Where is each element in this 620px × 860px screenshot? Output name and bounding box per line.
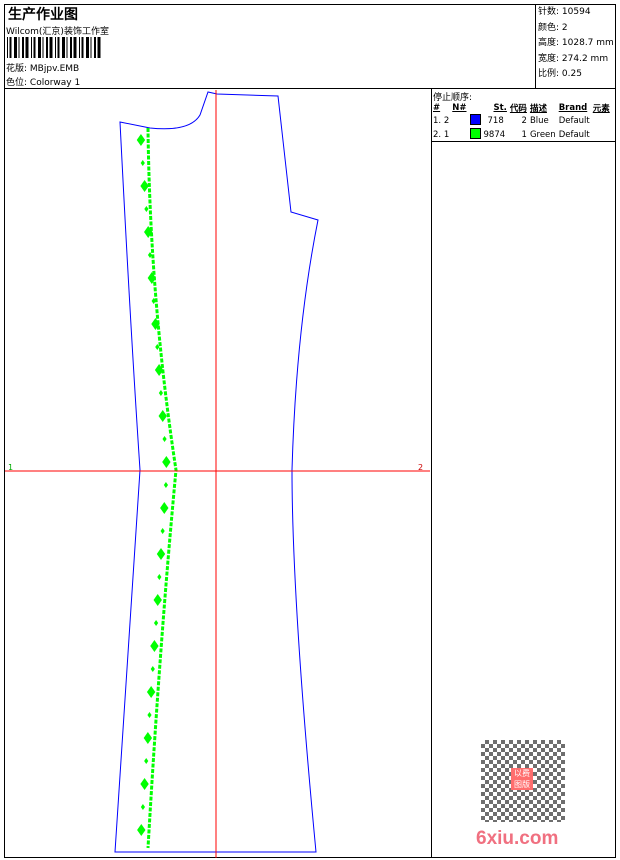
motif-mark: [151, 318, 160, 330]
motif-mark: [155, 344, 160, 350]
header-divider: [4, 88, 616, 89]
motif-mark: [140, 804, 146, 810]
watermark-logo: 6xiu.com: [476, 828, 559, 849]
color-swatch: [469, 128, 481, 139]
stop-sequence-title: 停止顺序:: [433, 93, 473, 103]
info-divider: [535, 4, 536, 88]
motif-mark: [163, 482, 169, 488]
barcode-bar: [9, 37, 12, 58]
barcode-bar: [14, 37, 17, 58]
motif-mark: [146, 686, 156, 698]
table-row: 1. 2 718 2 Blue Default: [433, 114, 590, 126]
motif-mark: [136, 134, 146, 146]
stop-sequence-table: # N# St. 代码 描述 Brand 元素 1. 2 718 2 Blue Default 2.…: [433, 102, 613, 142]
barcode: [7, 37, 101, 58]
colorway-value: Colorway 1: [29, 78, 81, 88]
table-row: 2. 1 9874 1 Green Default: [433, 128, 590, 140]
page-title: 生产作业图: [8, 7, 78, 23]
motif-mark: [158, 410, 167, 422]
barcode-bar: [7, 37, 8, 58]
panel-divider: [431, 88, 432, 858]
software-name: Wilcom(汇京)装饰工作室: [6, 27, 109, 37]
seal-logo: 以费 图版: [511, 768, 533, 790]
barcode-bar: [22, 37, 24, 58]
barcode-bar: [62, 37, 65, 58]
barcode-bar: [86, 37, 89, 58]
motif-mark: [137, 824, 146, 836]
info-height: 高度: 1028.7 mm: [538, 38, 614, 48]
motif-mark: [151, 298, 156, 304]
motif-mark: [162, 456, 171, 468]
axis-label-left: 1: [8, 463, 13, 472]
motif-mark: [144, 226, 153, 238]
barcode-bar: [42, 37, 44, 58]
motif-mark: [153, 620, 159, 626]
motif-mark: [153, 594, 162, 606]
motif-mark: [140, 160, 145, 166]
color-swatch: [469, 114, 481, 125]
design-preview: 1 2: [5, 90, 430, 858]
motif-mark: [157, 574, 162, 580]
motif-mark: [147, 272, 157, 284]
barcode-bar: [79, 37, 80, 58]
barcode-bar: [38, 37, 41, 58]
barcode-bar: [66, 37, 68, 58]
motif-mark: [162, 436, 167, 442]
motif-mark: [140, 180, 149, 192]
info-colors: 颜色: 2: [538, 22, 568, 33]
barcode-bar: [73, 37, 77, 58]
info-width: 宽度: 274.2 mm: [538, 53, 609, 64]
barcode-bar: [18, 37, 20, 58]
axis-label-right: 2: [418, 463, 423, 472]
barcode-bar: [94, 37, 96, 58]
motif-mark: [150, 666, 155, 672]
colorway: 色位: Colorway 1: [6, 75, 80, 88]
barcode-bar: [55, 37, 56, 58]
page-frame: [4, 4, 616, 858]
motif-mark: [144, 206, 149, 212]
colorway-label: 色位:: [6, 78, 28, 88]
info-scale: 比例: 0.25: [538, 69, 582, 79]
motif-mark: [144, 758, 149, 764]
barcode-bar: [33, 37, 36, 58]
design-info: 针数: 10594 颜色: 2 高度: 1028.7 mm 宽度: 274.2 …: [538, 5, 614, 83]
motif-mark: [140, 778, 149, 790]
barcode-bar: [46, 37, 48, 58]
motif-mark: [154, 364, 164, 376]
motif-mark: [147, 712, 152, 718]
barcode-bar: [49, 37, 53, 58]
motif-mark: [147, 252, 153, 258]
design-label: 花版:: [6, 64, 28, 74]
motif-mark: [160, 528, 165, 534]
table-header: # N# St. 代码 描述 Brand 元素: [433, 103, 610, 114]
barcode-bar: [81, 37, 84, 58]
barcode-bar: [25, 37, 29, 58]
barcode-bar: [31, 37, 32, 58]
garment-outline: [114, 91, 319, 853]
design-value: MBjpv.EMB: [29, 64, 80, 74]
barcode-bar: [57, 37, 60, 58]
table-divider: [431, 141, 616, 142]
qr-code: 以费 图版: [481, 740, 565, 822]
motif-group: [136, 134, 171, 836]
barcode-bar: [70, 37, 72, 58]
motif-mark: [160, 502, 169, 514]
barcode-bar: [90, 37, 92, 58]
motif-mark: [143, 732, 153, 744]
stitch-line: [146, 127, 178, 849]
barcode-bar: [97, 37, 101, 58]
design-file: 花版: MBjpv.EMB: [6, 61, 79, 74]
info-stitches: 针数: 10594: [538, 7, 591, 17]
motif-mark: [150, 640, 159, 652]
motif-mark: [158, 390, 164, 396]
motif-mark: [156, 548, 166, 560]
